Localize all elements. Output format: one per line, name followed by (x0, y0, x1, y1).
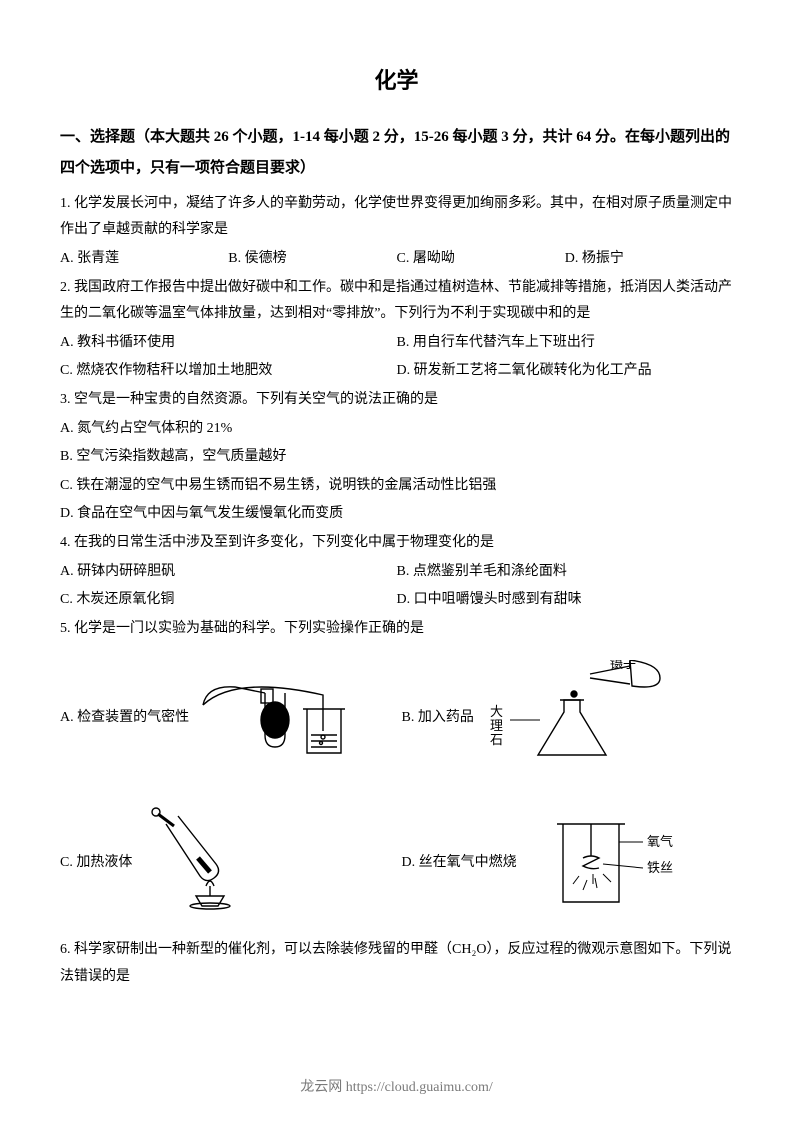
q5-cell-a: A. 检查装置的气密性 (60, 660, 392, 776)
svg-text:理: 理 (490, 718, 503, 733)
label-niezi: 镊子 (610, 660, 636, 671)
q4-options-row1: A. 研钵内研碎胆矾 B. 点燃鉴别羊毛和涤纶面料 (60, 559, 733, 586)
q5-opt-a: A. 检查装置的气密性 (60, 705, 189, 732)
label-dalishi: 大 (490, 704, 503, 719)
q1-stem: 1. 化学发展长河中，凝结了许多人的辛勤劳动，化学使世界变得更加绚丽多彩。其中，… (60, 191, 733, 244)
q1-opt-c: C. 屠呦呦 (397, 246, 565, 273)
q2-options-row2: C. 燃烧农作物秸秆以增加土地肥效 D. 研发新工艺将二氧化碳转化为化工产品 (60, 358, 733, 385)
q5-cell-c: C. 加热液体 (60, 806, 392, 922)
q6-stem: 6. 科学家研制出一种新型的催化剂，可以去除装修残留的甲醛（CH₂O），反应过程… (60, 937, 733, 990)
q4-opt-d: D. 口中咀嚼馒头时感到有甜味 (397, 587, 734, 614)
q2-opt-c: C. 燃烧农作物秸秆以增加土地肥效 (60, 358, 397, 385)
q2-opt-a: A. 教科书循环使用 (60, 330, 397, 357)
svg-text:石: 石 (490, 732, 503, 747)
q1-opt-b: B. 侯德榜 (228, 246, 396, 273)
q2-opt-d: D. 研发新工艺将二氧化碳转化为化工产品 (397, 358, 734, 385)
q3-opt-b: B. 空气污染指数越高，空气质量越好 (60, 444, 733, 471)
q5-cell-d: D. 丝在氧气中燃烧 (402, 806, 734, 922)
q3-options: A. 氮气约占空气体积的 21% B. 空气污染指数越高，空气质量越好 C. 铁… (60, 416, 733, 528)
footer-source: 龙云网 https://cloud.guaimu.com/ (0, 1075, 793, 1102)
section-1-header: 一、选择题（本大题共 26 个小题，1-14 每小题 2 分，15-26 每小题… (60, 122, 733, 185)
iron-in-oxygen-icon: 氧气 铁丝 (523, 806, 733, 922)
q4-stem: 4. 在我的日常生活中涉及至到许多变化，下列变化中属于物理变化的是 (60, 530, 733, 557)
q2-stem: 2. 我国政府工作报告中提出做好碳中和工作。碳中和是指通过植树造林、节能减排等措… (60, 275, 733, 328)
label-tiesi: 铁丝 (647, 860, 673, 875)
q3-opt-d: D. 食品在空气中因与氧气发生缓慢氧化而变质 (60, 501, 733, 528)
q5-options-grid: A. 检查装置的气密性 (60, 660, 733, 921)
q3-stem: 3. 空气是一种宝贵的自然资源。下列有关空气的说法正确的是 (60, 387, 733, 414)
q5-opt-d: D. 丝在氧气中燃烧 (402, 850, 517, 877)
q3-opt-a: A. 氮气约占空气体积的 21% (60, 416, 733, 443)
q5-cell-b: B. 加入药品 大 理 石 镊子 (402, 660, 734, 776)
q2-options-row1: A. 教科书循环使用 B. 用自行车代替汽车上下班出行 (60, 330, 733, 357)
label-yangqi: 氧气 (647, 834, 673, 849)
q1-opt-d: D. 杨振宁 (565, 246, 733, 273)
q2-opt-b: B. 用自行车代替汽车上下班出行 (397, 330, 734, 357)
q5-opt-b: B. 加入药品 (402, 705, 474, 732)
q3-opt-c: C. 铁在潮湿的空气中易生锈而铝不易生锈，说明铁的金属活动性比铝强 (60, 473, 733, 500)
q4-opt-a: A. 研钵内研碎胆矾 (60, 559, 397, 586)
q5-stem: 5. 化学是一门以实验为基础的科学。下列实验操作正确的是 (60, 616, 733, 643)
heating-liquid-icon (138, 806, 391, 922)
q1-options: A. 张青莲 B. 侯德榜 C. 屠呦呦 D. 杨振宁 (60, 246, 733, 273)
page-title: 化学 (60, 60, 733, 102)
q4-options-row2: C. 木炭还原氧化铜 D. 口中咀嚼馒头时感到有甜味 (60, 587, 733, 614)
q4-opt-c: C. 木炭还原氧化铜 (60, 587, 397, 614)
adding-chemicals-icon: 大 理 石 镊子 (480, 660, 733, 776)
airtight-apparatus-icon (195, 665, 391, 771)
q4-opt-b: B. 点燃鉴别羊毛和涤纶面料 (397, 559, 734, 586)
q5-opt-c: C. 加热液体 (60, 850, 132, 877)
q1-opt-a: A. 张青莲 (60, 246, 228, 273)
